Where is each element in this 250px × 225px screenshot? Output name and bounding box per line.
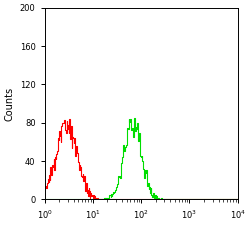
Y-axis label: Counts: Counts [4,86,14,121]
